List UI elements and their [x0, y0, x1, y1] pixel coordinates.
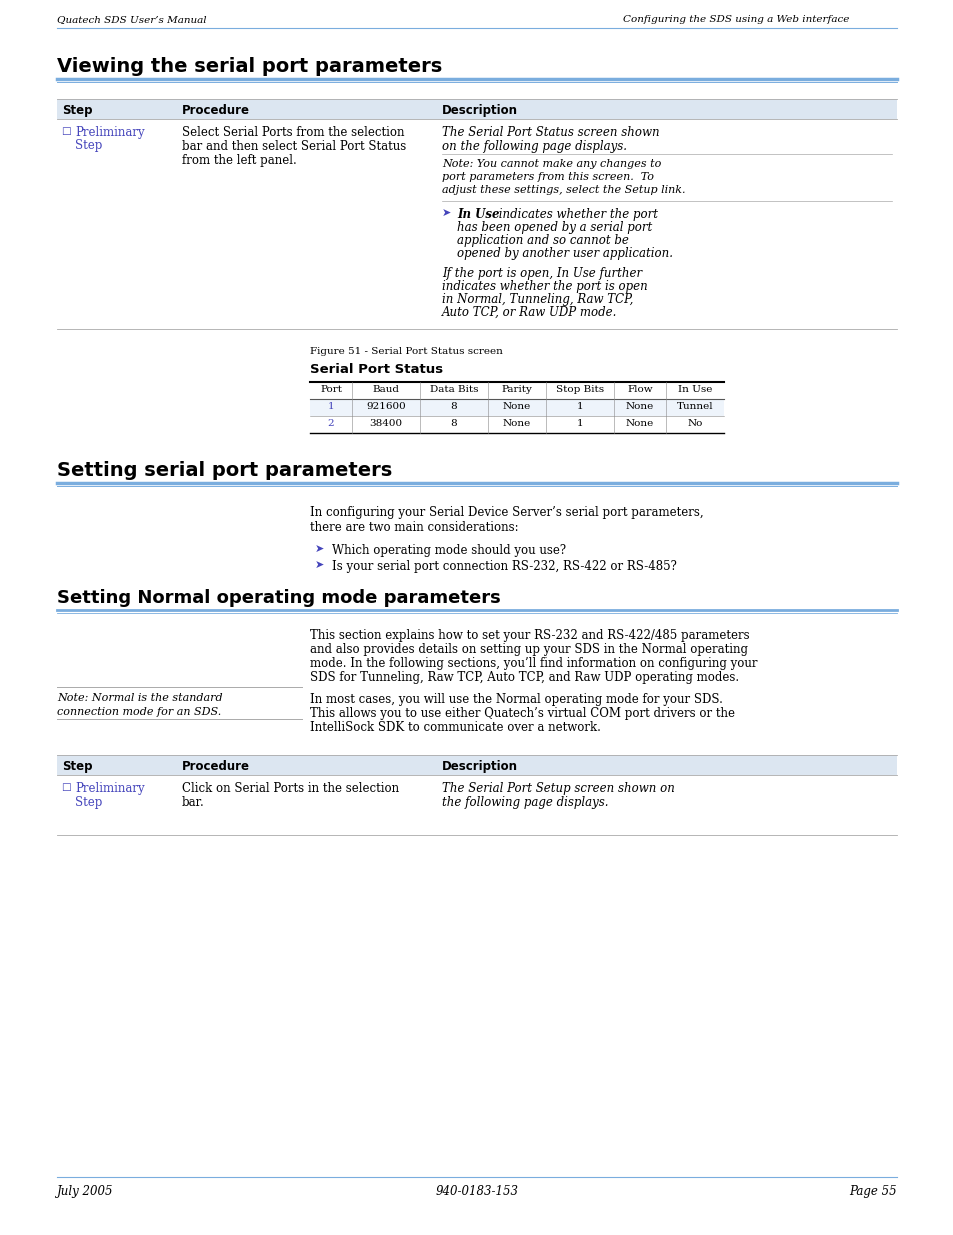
Text: and also provides details on setting up your SDS in the Normal operating: and also provides details on setting up …: [310, 643, 747, 656]
Bar: [57, 755, 896, 776]
Text: Procedure: Procedure: [182, 104, 250, 117]
Text: In Use: In Use: [677, 385, 712, 394]
Text: Baud: Baud: [372, 385, 399, 394]
Text: The Serial Port Status screen shown: The Serial Port Status screen shown: [441, 126, 659, 140]
Text: Flow: Flow: [626, 385, 652, 394]
Text: Configuring the SDS using a Web interface: Configuring the SDS using a Web interfac…: [622, 15, 848, 23]
Text: mode. In the following sections, you’ll find information on configuring your: mode. In the following sections, you’ll …: [310, 657, 757, 671]
Bar: [310, 399, 723, 416]
Text: □: □: [61, 782, 71, 792]
Text: Setting serial port parameters: Setting serial port parameters: [57, 461, 392, 480]
Text: Stop Bits: Stop Bits: [556, 385, 603, 394]
Text: Which operating mode should you use?: Which operating mode should you use?: [332, 543, 565, 557]
Text: there are two main considerations:: there are two main considerations:: [310, 521, 518, 534]
Text: application and so cannot be: application and so cannot be: [456, 233, 628, 247]
Text: bar and then select Serial Port Status: bar and then select Serial Port Status: [182, 140, 406, 153]
Text: connection mode for an SDS.: connection mode for an SDS.: [57, 706, 221, 718]
Text: SDS for Tunneling, Raw TCP, Auto TCP, and Raw UDP operating modes.: SDS for Tunneling, Raw TCP, Auto TCP, an…: [310, 671, 739, 684]
Text: Quatech SDS User’s Manual: Quatech SDS User’s Manual: [57, 15, 207, 23]
Bar: [57, 99, 896, 119]
Text: adjust these settings, select the Setup link.: adjust these settings, select the Setup …: [441, 185, 685, 195]
Text: ➤: ➤: [314, 559, 324, 571]
Text: Step: Step: [75, 797, 102, 809]
Text: 940-0183-153: 940-0183-153: [435, 1186, 518, 1198]
Text: 8: 8: [450, 403, 456, 411]
Text: Setting Normal operating mode parameters: Setting Normal operating mode parameters: [57, 589, 500, 606]
Text: 921600: 921600: [366, 403, 405, 411]
Text: This allows you to use either Quatech’s virtual COM port drivers or the: This allows you to use either Quatech’s …: [310, 706, 734, 720]
Text: Preliminary: Preliminary: [75, 126, 145, 140]
Text: from the left panel.: from the left panel.: [182, 154, 296, 167]
Text: In Use: In Use: [456, 207, 499, 221]
Text: ➤: ➤: [314, 543, 324, 555]
Text: indicates whether the port is open: indicates whether the port is open: [441, 280, 647, 293]
Text: Page 55: Page 55: [848, 1186, 896, 1198]
Text: □: □: [61, 126, 71, 136]
Text: Note: You cannot make any changes to: Note: You cannot make any changes to: [441, 159, 660, 169]
Text: opened by another user application.: opened by another user application.: [456, 247, 672, 261]
Text: Description: Description: [441, 104, 517, 117]
Text: the following page displays.: the following page displays.: [441, 797, 608, 809]
Text: 1: 1: [576, 403, 582, 411]
Text: Preliminary: Preliminary: [75, 782, 145, 795]
Text: Viewing the serial port parameters: Viewing the serial port parameters: [57, 57, 442, 77]
Text: July 2005: July 2005: [57, 1186, 113, 1198]
Text: Select Serial Ports from the selection: Select Serial Ports from the selection: [182, 126, 404, 140]
Text: Step: Step: [75, 140, 102, 152]
Text: ➤: ➤: [441, 207, 451, 219]
Text: port parameters from this screen.  To: port parameters from this screen. To: [441, 172, 654, 182]
Text: indicates whether the port: indicates whether the port: [495, 207, 658, 221]
Text: IntelliSock SDK to communicate over a network.: IntelliSock SDK to communicate over a ne…: [310, 721, 600, 734]
Text: None: None: [502, 419, 531, 429]
Text: Figure 51 - Serial Port Status screen: Figure 51 - Serial Port Status screen: [310, 347, 502, 356]
Text: Serial Port Status: Serial Port Status: [310, 363, 442, 375]
Text: If the port is open, In Use further: If the port is open, In Use further: [441, 267, 641, 280]
Text: on the following page displays.: on the following page displays.: [441, 140, 626, 153]
Text: None: None: [625, 419, 654, 429]
Text: In most cases, you will use the Normal operating mode for your SDS.: In most cases, you will use the Normal o…: [310, 693, 722, 706]
Text: Auto TCP, or Raw UDP mode.: Auto TCP, or Raw UDP mode.: [441, 306, 617, 319]
Text: Procedure: Procedure: [182, 760, 250, 773]
Text: 8: 8: [450, 419, 456, 429]
Text: Step: Step: [62, 760, 92, 773]
Text: Click on Serial Ports in the selection: Click on Serial Ports in the selection: [182, 782, 398, 795]
Text: Data Bits: Data Bits: [429, 385, 477, 394]
Text: 1: 1: [576, 419, 582, 429]
Text: Parity: Parity: [501, 385, 532, 394]
Text: Note: Normal is the standard: Note: Normal is the standard: [57, 693, 222, 703]
Text: The Serial Port Setup screen shown on: The Serial Port Setup screen shown on: [441, 782, 674, 795]
Text: Step: Step: [62, 104, 92, 117]
Text: 2: 2: [327, 419, 334, 429]
Text: 38400: 38400: [369, 419, 402, 429]
Text: None: None: [625, 403, 654, 411]
Text: 1: 1: [327, 403, 334, 411]
Text: has been opened by a serial port: has been opened by a serial port: [456, 221, 652, 233]
Text: bar.: bar.: [182, 797, 205, 809]
Text: in Normal, Tunneling, Raw TCP,: in Normal, Tunneling, Raw TCP,: [441, 293, 633, 306]
Text: Tunnel: Tunnel: [676, 403, 713, 411]
Text: Port: Port: [319, 385, 341, 394]
Text: No: No: [686, 419, 702, 429]
Text: This section explains how to set your RS-232 and RS-422/485 parameters: This section explains how to set your RS…: [310, 629, 749, 642]
Text: Is your serial port connection RS-232, RS-422 or RS-485?: Is your serial port connection RS-232, R…: [332, 559, 677, 573]
Text: None: None: [502, 403, 531, 411]
Text: Description: Description: [441, 760, 517, 773]
Text: In configuring your Serial Device Server’s serial port parameters,: In configuring your Serial Device Server…: [310, 506, 703, 519]
